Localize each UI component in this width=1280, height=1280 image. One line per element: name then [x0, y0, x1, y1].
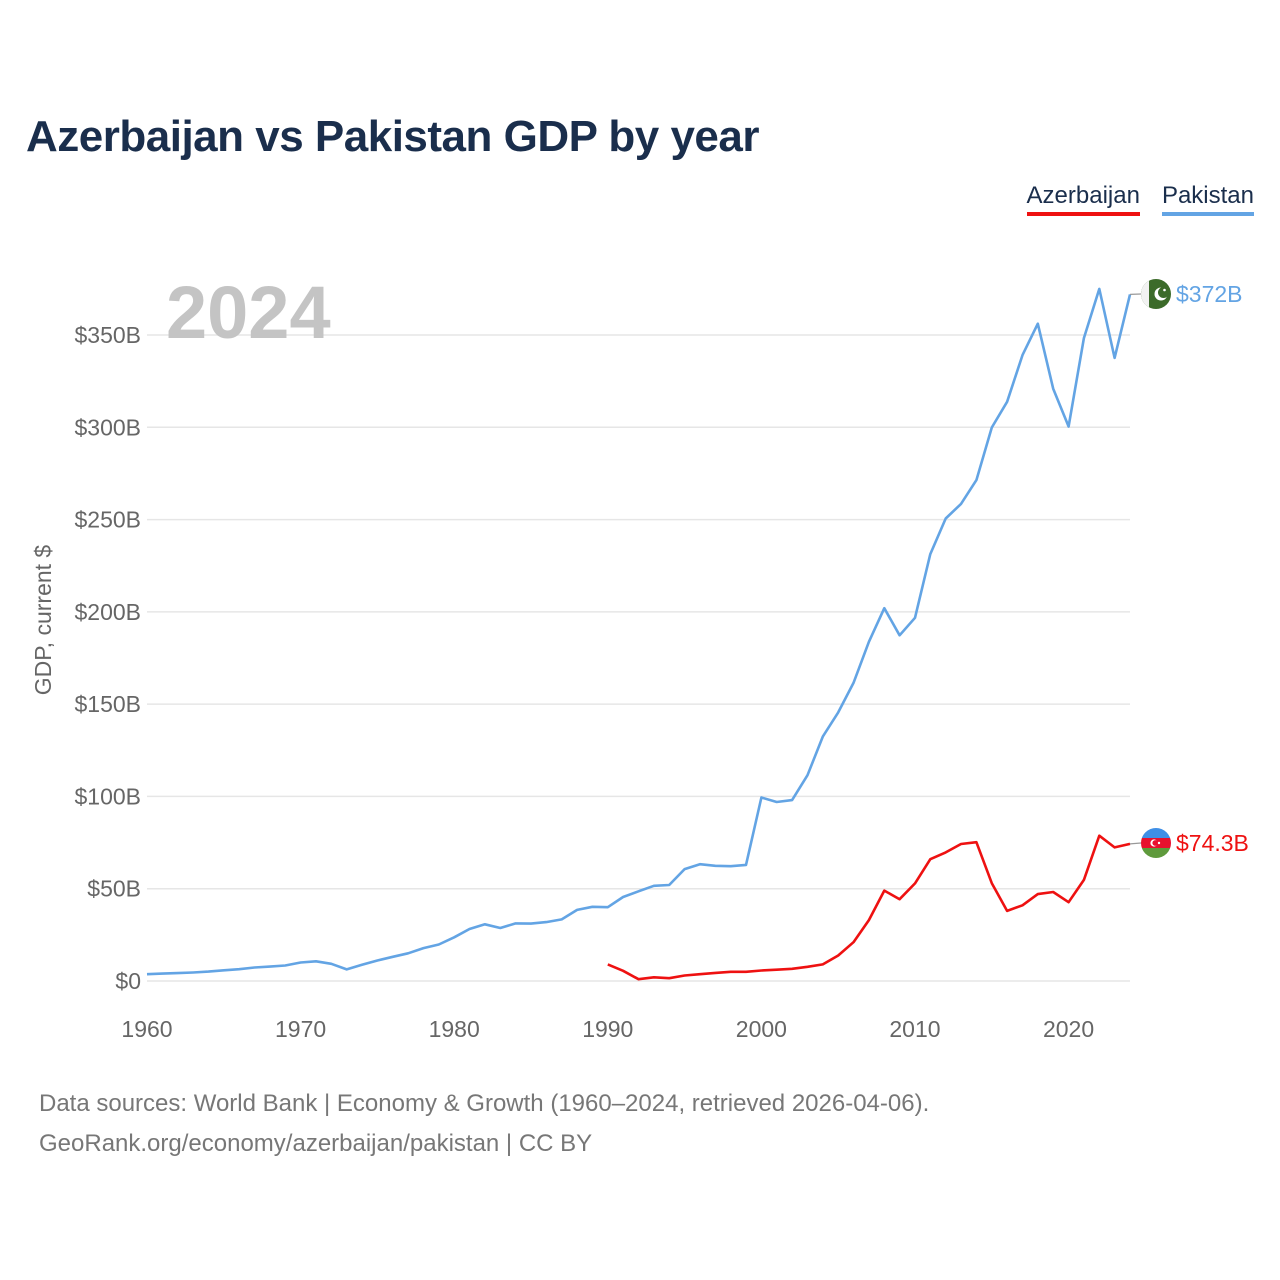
pakistan-flag-icon	[1141, 279, 1171, 309]
y-tick-label: $100B	[74, 783, 141, 809]
y-axis-label: GDP, current $	[30, 545, 56, 696]
legend-item-azerbaijan[interactable]: Azerbaijan	[1026, 182, 1140, 216]
series-line-azerbaijan	[607, 834, 1131, 981]
end-label-pakistan: $372B	[1176, 281, 1243, 307]
y-tick-label: $350B	[74, 322, 141, 348]
end-label-azerbaijan: $74.3B	[1176, 830, 1249, 856]
azerbaijan-flag-icon	[1141, 828, 1171, 858]
series-lines	[146, 287, 1142, 981]
x-tick-label: 1980	[429, 1016, 480, 1042]
x-tick-label: 2020	[1043, 1016, 1094, 1042]
x-tick-label: 2010	[889, 1016, 940, 1042]
x-tick-label: 1990	[582, 1016, 633, 1042]
footer-credit: GeoRank.org/economy/azerbaijan/pakistan …	[39, 1130, 593, 1157]
x-tick-label: 1970	[275, 1016, 326, 1042]
x-tick-label: 1960	[121, 1016, 172, 1042]
y-axis-ticks: $0 $50B $100B $150B $200B $250B $300B $350B	[74, 322, 141, 994]
x-axis-ticks: 1960 1970 1980 1990 2000 2010 2020	[121, 1016, 1094, 1042]
gridlines	[147, 334, 1130, 982]
footer-sources: Data sources: World Bank | Economy & Gro…	[39, 1090, 930, 1117]
footer: Data sources: World Bank | Economy & Gro…	[39, 1084, 929, 1164]
legend: Azerbaijan Pakistan	[1026, 182, 1254, 216]
y-tick-label: $200B	[74, 599, 141, 625]
y-tick-label: $150B	[74, 691, 141, 717]
y-tick-label: $50B	[87, 876, 141, 902]
legend-item-pakistan[interactable]: Pakistan	[1161, 182, 1254, 216]
chart-title: Azerbaijan vs Pakistan GDP by year	[26, 112, 760, 161]
y-tick-label: $250B	[74, 507, 141, 533]
y-tick-label: $0	[115, 968, 141, 994]
x-tick-label: 2000	[736, 1016, 787, 1042]
series-line-pakistan	[146, 287, 1132, 976]
leader-line-azerbaijan	[1129, 842, 1142, 845]
y-tick-label: $300B	[74, 414, 141, 440]
year-watermark: 2024	[166, 271, 331, 354]
